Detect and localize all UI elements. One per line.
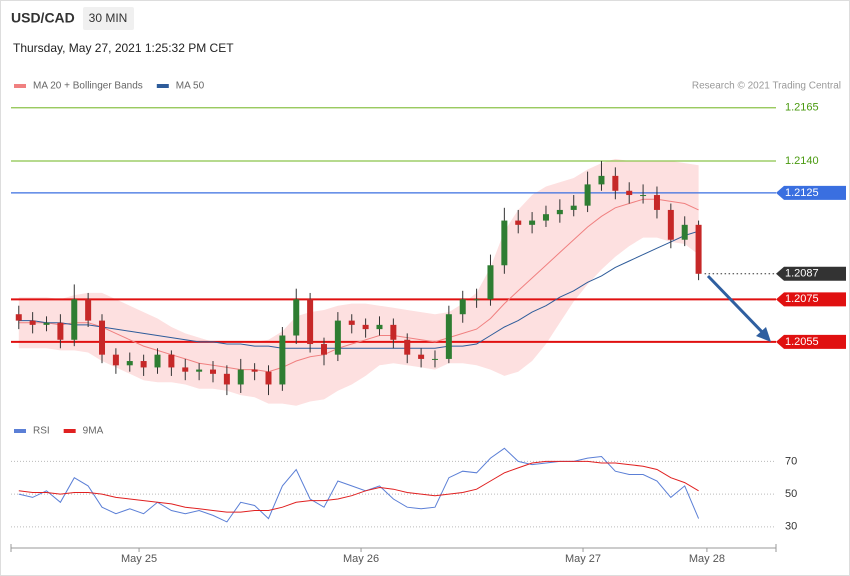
bollinger-band [18,158,699,406]
candle-body [501,220,508,266]
price-panel: MA 20 + Bollinger Bands MA 50 1.2165 1.2140… [11,81,846,406]
candle-body [265,371,272,385]
candle-body [140,361,147,368]
candle-body [681,224,688,240]
legend-swatch [63,429,76,433]
level-label: 1.2055 [785,336,819,348]
x-tick-label: May 28 [689,553,725,565]
candle-body [196,369,203,372]
candle-body [418,354,425,359]
level-label: 1.2165 [785,102,819,114]
legend-swatch [14,84,26,88]
arrow-head [756,327,771,342]
candle-body [667,209,674,240]
level-tag [776,266,846,281]
level-label: 1.2087 [785,268,819,280]
x-tick-label: May 25 [121,553,157,565]
candle-body [404,339,411,355]
y-tick-label: 30 [785,521,797,533]
x-tick-label: May 27 [565,553,601,565]
legend-label: RSI [33,426,50,437]
y-tick-label: 50 [785,488,797,500]
candle-body [598,175,605,185]
candle-body [223,373,230,385]
level-tag [776,185,846,200]
candle-body [210,369,217,374]
candle-body [334,320,341,355]
candle-body [307,299,314,345]
candle-body [376,324,383,330]
candle-body [542,214,549,221]
arrow-shaft [706,274,766,336]
candle-body [445,314,452,359]
x-tick-label: May 26 [343,553,379,565]
candle-body [612,175,619,191]
candle-body [43,322,50,325]
candle-body [653,195,660,210]
moving-average [18,230,699,349]
level-label: 1.2140 [785,155,819,167]
candle-body [640,195,647,197]
candle-body [237,369,244,385]
timeframe: 30 MIN [89,11,128,25]
candle-body [584,184,591,206]
candle-body [570,205,577,210]
candle-body [320,344,327,355]
candle-body [182,367,189,372]
symbol-title: USD/CAD [11,10,75,26]
moving-average [18,198,699,373]
candle-body [15,314,22,321]
candle-body [556,209,563,215]
timeframe-box [83,7,134,30]
rsi-panel: RSI 9MA 30 50 70 May 25 May 26 May 27 May 28 [10,426,797,565]
candle-body [279,335,286,385]
y-tick-label: 70 [785,455,797,467]
forecast-arrow [706,274,771,342]
candle-body [85,299,92,321]
candle-body [251,369,258,372]
candle-body [99,320,106,355]
candle-body [57,322,64,340]
candle-body [431,358,438,360]
candle-body [71,299,78,340]
candle-body [529,220,536,225]
legend-swatch [14,429,26,433]
candle-body [487,265,494,300]
candle-body [390,324,397,340]
candle-body [293,299,300,336]
candle-body [29,320,36,325]
timestamp: Thursday, May 27, 2021 1:25:32 PM CET [13,41,234,55]
legend-label: MA 20 + Bollinger Bands [33,81,143,92]
candle-body [515,220,522,225]
legend-swatch [156,84,169,88]
rsi-line [18,447,700,523]
level-label: 1.2125 [785,187,819,199]
credit: Research © 2021 Trading Central [692,81,841,92]
legend-label: 9MA [83,426,104,437]
candle-body [126,361,133,366]
legend-label: MA 50 [176,81,205,92]
candle-body [473,299,480,301]
candle-body [362,324,369,330]
rsi-line [18,460,699,513]
candle-body [348,320,355,325]
level-tag [776,292,846,307]
candle-body [695,224,702,274]
level-tag [776,334,846,349]
candle-body [626,190,633,196]
candle-body [112,354,119,366]
candle-body [459,299,466,315]
level-label: 1.2075 [785,293,819,305]
candle-body [168,354,175,368]
candle-body [154,354,161,368]
